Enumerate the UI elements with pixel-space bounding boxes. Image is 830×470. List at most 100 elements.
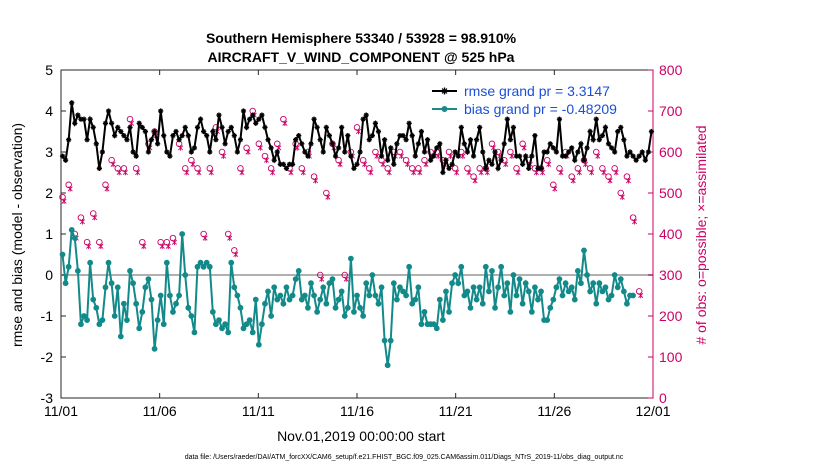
obs-assimilated-marker (607, 177, 613, 184)
rmse-point (578, 141, 584, 147)
rmse-star-stroke (182, 125, 188, 130)
bias-point (403, 292, 409, 299)
obs-assimilated-marker (98, 243, 104, 250)
rmse-star-stroke (100, 149, 105, 155)
bias-point (516, 276, 523, 283)
y-left-tick-label: 5 (45, 62, 53, 78)
rmse-star-stroke (434, 145, 439, 151)
rmse-star-stroke (455, 153, 461, 159)
bias-point (246, 317, 253, 324)
rmse-point (642, 157, 648, 163)
bias-point (78, 321, 84, 328)
obs-assimilated-marker (190, 161, 196, 168)
rmse-point (406, 120, 412, 126)
bias-point (197, 259, 204, 266)
bias-point (213, 321, 219, 328)
bias-point (301, 292, 308, 299)
bias-point (71, 235, 78, 242)
bias-point (562, 280, 569, 287)
obs-assimilated-marker (435, 153, 441, 159)
obs-assimilated-marker (165, 243, 171, 250)
rmse-star-stroke (140, 125, 145, 130)
rmse-point (274, 149, 280, 155)
bias-point (393, 296, 400, 303)
bias-point (271, 284, 278, 291)
rmse-point (639, 149, 645, 155)
bias-point (173, 300, 179, 307)
rmse-point (596, 137, 602, 143)
bias-point (166, 292, 173, 299)
rmse-star-stroke (121, 133, 127, 138)
bias-point (234, 292, 241, 299)
bias-point (544, 317, 551, 324)
bias-point (578, 280, 584, 287)
plot-area: 11/01 11/06 11/11 11/16 11/21 11/26 12/01 -3 -2 -… (41, 62, 683, 419)
rmse-point (207, 149, 213, 155)
bias-point (556, 276, 563, 283)
rmse-point (372, 120, 379, 126)
bias-point (148, 296, 155, 303)
rmse-star-stroke (143, 129, 148, 134)
rmse-star-stroke (130, 149, 136, 155)
rmse-point (81, 116, 87, 122)
rmse-point (240, 108, 247, 114)
bias-point (369, 272, 376, 278)
rmse-point (216, 112, 222, 118)
rmse-point (93, 141, 99, 147)
rmse-point (222, 141, 228, 147)
rmse-point (415, 141, 421, 147)
obs-assimilated-marker (552, 186, 558, 192)
bias-point (117, 333, 124, 340)
obs-assimilated-marker (270, 169, 276, 176)
bias-point (151, 345, 158, 352)
bias-point (268, 313, 275, 319)
bias-point (65, 263, 72, 270)
rmse-star-stroke (314, 125, 320, 130)
rmse-star-stroke (483, 166, 489, 171)
rmse-point (566, 149, 572, 155)
bias-point (249, 329, 256, 336)
rmse-point (412, 153, 418, 159)
bias-point (68, 227, 75, 233)
rmse-point (118, 128, 124, 135)
rmse-star-stroke (385, 157, 390, 163)
x-tick-label: 11/21 (439, 403, 473, 419)
obs-assimilated-marker (79, 218, 85, 225)
rmse-star-stroke (612, 149, 617, 155)
rmse-point (360, 116, 366, 122)
rmse-star-stroke (465, 149, 470, 155)
bias-point (614, 284, 621, 291)
obs-assimilated-marker (582, 161, 589, 168)
rmse-star-stroke (394, 141, 400, 147)
rmse-star-stroke (170, 133, 176, 138)
rmse-star-stroke (60, 153, 65, 159)
rmse-point (262, 124, 268, 130)
rmse-point (418, 128, 425, 135)
bias-point (596, 280, 603, 287)
obs-assimilated-marker (110, 161, 116, 168)
rmse-point (455, 153, 461, 159)
obs-assimilated-marker (196, 169, 202, 176)
rmse-point (69, 100, 75, 106)
rmse-star-stroke (563, 153, 568, 159)
rmse-point (590, 137, 596, 143)
bias-point (160, 321, 167, 328)
bias-point (452, 272, 459, 278)
obs-assimilated-marker (122, 169, 128, 176)
rmse-point (191, 145, 198, 151)
rmse-point (314, 124, 320, 130)
rmse-point (504, 116, 510, 122)
rmse-point (556, 116, 563, 122)
rmse-star-stroke (158, 108, 163, 114)
rmse-star-stroke (342, 149, 347, 155)
y-right-tick-label: 500 (659, 185, 683, 201)
data-file-footer: data file: /Users/raeder/DAI/ATM_forcXX/… (185, 454, 624, 461)
rmse-point (526, 165, 532, 171)
bias-point (565, 288, 572, 295)
rmse-point (161, 133, 167, 139)
obs-assimilated-marker (380, 161, 386, 168)
y-left-tick-label: -3 (41, 390, 54, 406)
rmse-point (151, 128, 158, 135)
obs-assimilated-marker (448, 153, 454, 159)
obs-assimilated-marker (221, 153, 227, 159)
